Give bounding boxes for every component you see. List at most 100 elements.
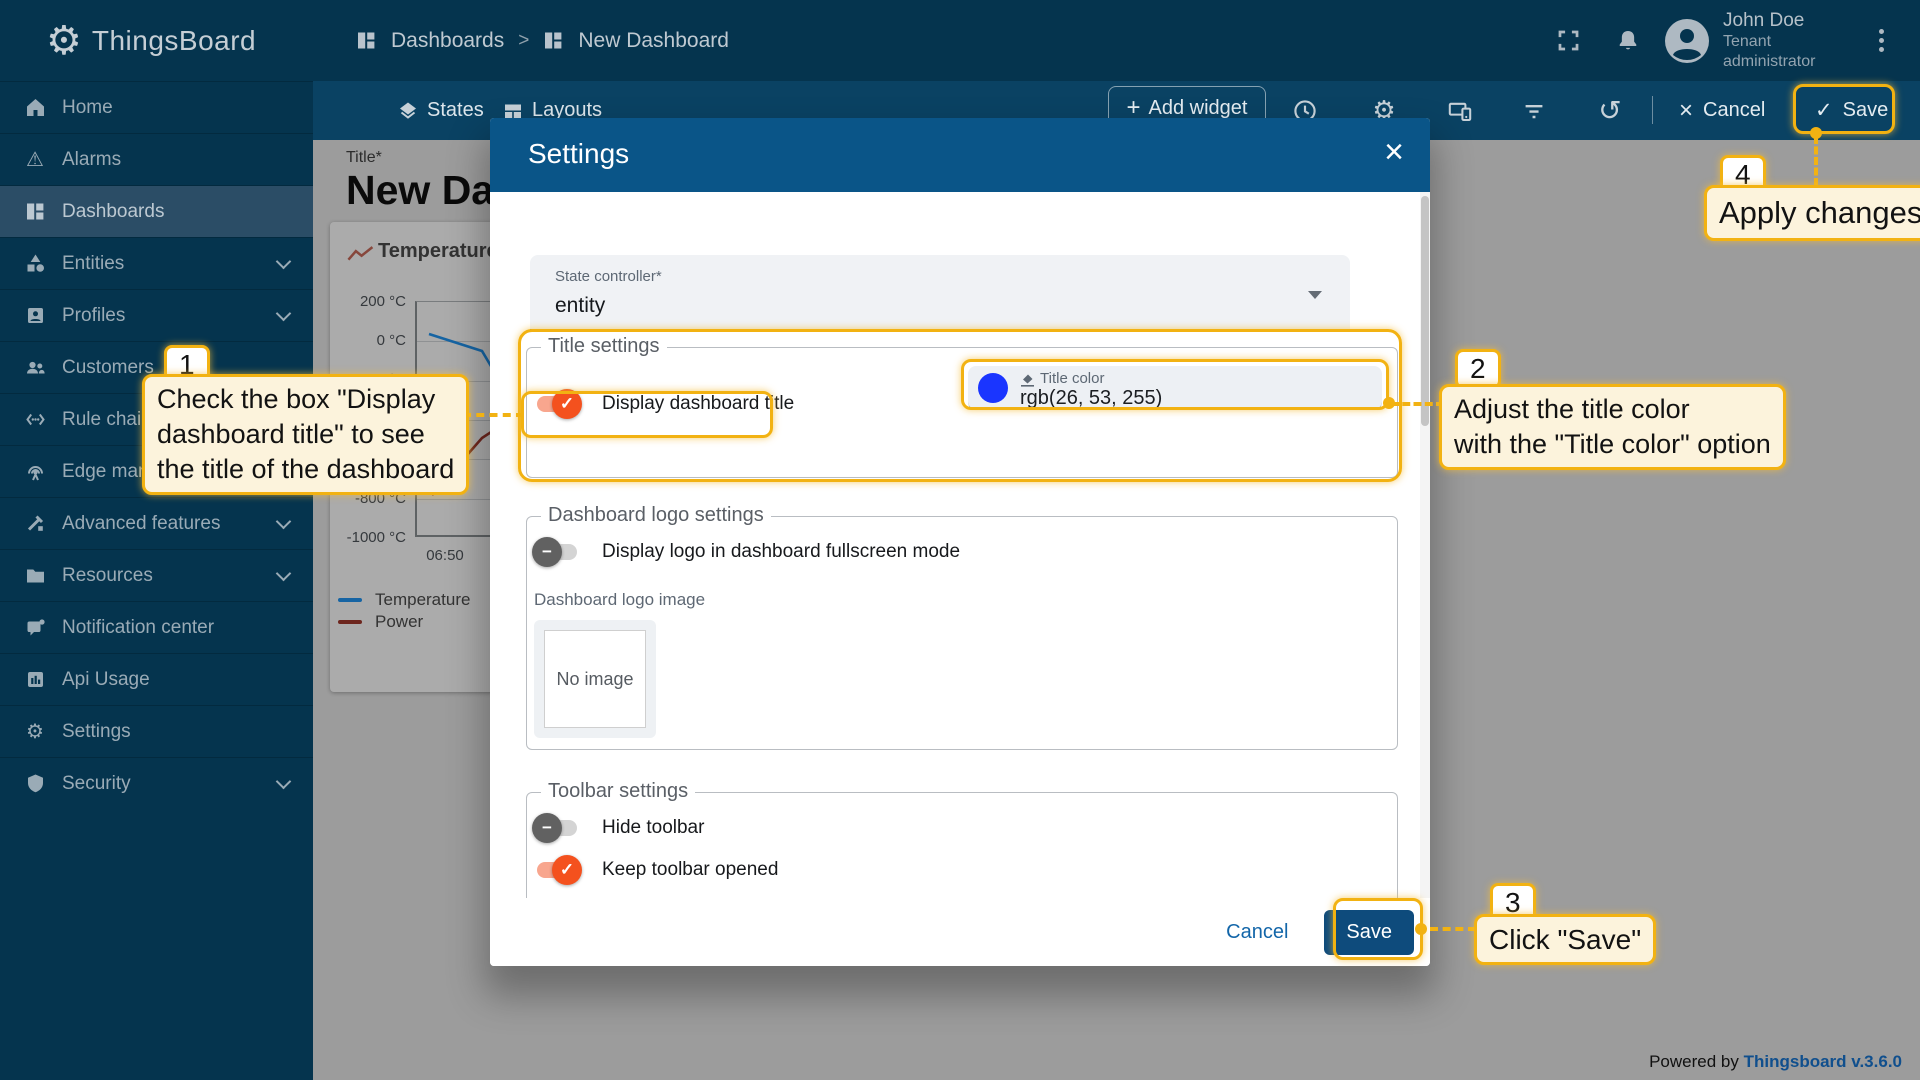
plus-icon: + <box>1126 94 1141 121</box>
notification-center-icon <box>23 617 47 638</box>
dashboards-icon <box>23 201 47 222</box>
breadcrumb-current: New Dashboard <box>578 28 729 52</box>
display-dashboard-title-toggle[interactable]: ✓ <box>534 389 582 419</box>
save-button[interactable]: Save <box>1324 909 1414 955</box>
paint-bucket-icon <box>1021 374 1034 387</box>
dialog-body: State controller* entity Title settings … <box>490 192 1430 898</box>
legend-marker-blue <box>338 598 362 602</box>
close-icon[interactable]: × <box>1384 133 1404 171</box>
sidebar-item-settings[interactable]: ⚙ Settings <box>0 705 313 757</box>
display-dashboard-title-row: ✓ Display dashboard title <box>534 389 794 419</box>
kebab-menu-icon[interactable] <box>1869 21 1894 60</box>
state-controller-select[interactable]: State controller* entity <box>530 255 1350 330</box>
chevron-down-icon <box>275 565 292 582</box>
logo-image-dropzone[interactable]: No image <box>534 620 656 738</box>
entities-shapes-icon <box>23 253 47 274</box>
profiles-badge-icon <box>23 305 47 326</box>
legend-marker-red <box>338 620 362 624</box>
user-name: John Doe <box>1723 9 1805 31</box>
title-settings-group: Title settings <box>526 335 1398 478</box>
sidebar-item-alarms[interactable]: ⚠ Alarms <box>0 133 313 185</box>
avatar[interactable] <box>1665 18 1709 63</box>
display-logo-toggle[interactable]: − <box>532 537 580 567</box>
user-role: Tenant administrator <box>1723 33 1816 71</box>
logo-settings-group: Dashboard logo settings <box>526 504 1398 750</box>
cancel-button[interactable]: Cancel <box>1226 920 1289 943</box>
x-tick: 06:50 <box>426 547 464 564</box>
save-dashboard-button[interactable]: ✓ Save <box>1815 99 1889 122</box>
settings-dialog: Settings × State controller* entity Titl… <box>490 118 1430 966</box>
no-image-placeholder: No image <box>544 630 646 728</box>
sidebar-item-advanced-features[interactable]: Advanced features <box>0 497 313 549</box>
breadcrumb-root[interactable]: Dashboards <box>391 28 505 52</box>
sidebar-item-notification-center[interactable]: Notification center <box>0 601 313 653</box>
dashboard-grid-icon <box>543 30 564 51</box>
legend-item-power[interactable]: Power <box>338 612 423 632</box>
dropdown-caret-icon <box>1308 291 1322 299</box>
fullscreen-icon[interactable] <box>1556 28 1581 53</box>
breadcrumb-separator: > <box>518 29 530 51</box>
top-header-bar: ⚙ ThingsBoard Dashboards > New Dashboard <box>0 0 1920 81</box>
toolbar-settings-group: Toolbar settings <box>526 780 1398 898</box>
version-history-icon[interactable]: ↺ <box>1598 95 1622 126</box>
sidebar-item-rule-chains[interactable]: Rule chains <box>0 393 313 445</box>
sidebar-item-home[interactable]: Home <box>0 81 313 133</box>
check-icon: ✓ <box>1815 99 1833 122</box>
security-shield-icon <box>23 773 47 794</box>
user-info: John Doe Tenant administrator <box>1723 9 1861 73</box>
sidebar-item-api-usage[interactable]: Api Usage <box>0 653 313 705</box>
sidebar-nav: Home ⚠ Alarms Dashboards Entities Profil… <box>0 81 313 1080</box>
layouts-button[interactable]: Layouts <box>503 81 602 140</box>
hide-toolbar-row: − Hide toolbar <box>532 813 704 843</box>
logo-gear-icon: ⚙ <box>46 18 82 63</box>
logo-text: ThingsBoard <box>91 24 257 56</box>
alarm-warning-icon: ⚠ <box>26 149 44 171</box>
edge-antenna-icon <box>23 461 47 482</box>
layouts-label: Layouts <box>532 99 603 121</box>
hide-toolbar-toggle[interactable]: − <box>532 813 580 843</box>
y-tick: 200 °C <box>359 293 406 310</box>
legend-item-temperature[interactable]: Temperature <box>338 590 470 610</box>
dashboard-logo-image-label: Dashboard logo image <box>534 590 706 609</box>
powered-by-footer: Powered by Thingsboard v.3.6.0 <box>1649 1052 1902 1071</box>
sidebar-item-resources[interactable]: Resources <box>0 549 313 601</box>
dashboards-grid-icon <box>356 30 377 51</box>
sidebar-item-profiles[interactable]: Profiles <box>0 289 313 341</box>
sidebar-item-security[interactable]: Security <box>0 757 313 809</box>
chevron-down-icon <box>275 305 292 322</box>
api-usage-chart-icon <box>23 669 47 690</box>
states-button[interactable]: States <box>398 81 484 140</box>
title-color-swatch[interactable] <box>978 373 1008 403</box>
keep-toolbar-opened-toggle[interactable]: ✓ <box>534 855 582 885</box>
home-icon <box>23 97 47 118</box>
dashboard-title-label: Title* <box>346 149 382 166</box>
y-tick: 0 °C <box>376 332 406 349</box>
dashboard-settings-gear-icon[interactable]: ⚙ <box>1372 95 1396 125</box>
thingsboard-version-link[interactable]: Thingsboard v.3.6.0 <box>1743 1052 1902 1071</box>
advanced-tools-icon <box>23 513 47 534</box>
chevron-down-icon <box>275 773 292 790</box>
entity-aliases-devices-icon[interactable] <box>1440 81 1480 140</box>
sidebar-item-entities[interactable]: Entities <box>0 237 313 289</box>
sidebar-item-customers[interactable]: Customers <box>0 341 313 393</box>
filters-icon[interactable] <box>1514 81 1554 140</box>
toolbar-divider <box>1652 96 1653 124</box>
sidebar-item-dashboards[interactable]: Dashboards <box>0 185 313 237</box>
settings-gear-icon: ⚙ <box>26 721 44 743</box>
notifications-bell-icon[interactable] <box>1615 28 1641 54</box>
y-tick: -1000 °C <box>346 529 406 546</box>
thingsboard-logo[interactable]: ⚙ ThingsBoard <box>46 0 256 81</box>
dialog-scrollbar[interactable] <box>1420 192 1430 898</box>
chevron-down-icon <box>275 253 292 270</box>
dialog-header: Settings × <box>490 118 1430 192</box>
dialog-footer: Cancel Save <box>490 898 1430 966</box>
dialog-title: Settings <box>528 138 630 169</box>
resources-folder-icon <box>23 565 47 586</box>
cancel-edit-button[interactable]: × Cancel <box>1679 96 1766 124</box>
sidebar-item-edge-management[interactable]: Edge management <box>0 445 313 497</box>
keep-toolbar-opened-row: ✓ Keep toolbar opened <box>534 855 778 885</box>
chevron-down-icon <box>275 513 292 530</box>
rule-chains-icon <box>23 409 47 430</box>
title-color-field[interactable]: Title color rgb(26, 53, 255) <box>968 366 1382 410</box>
